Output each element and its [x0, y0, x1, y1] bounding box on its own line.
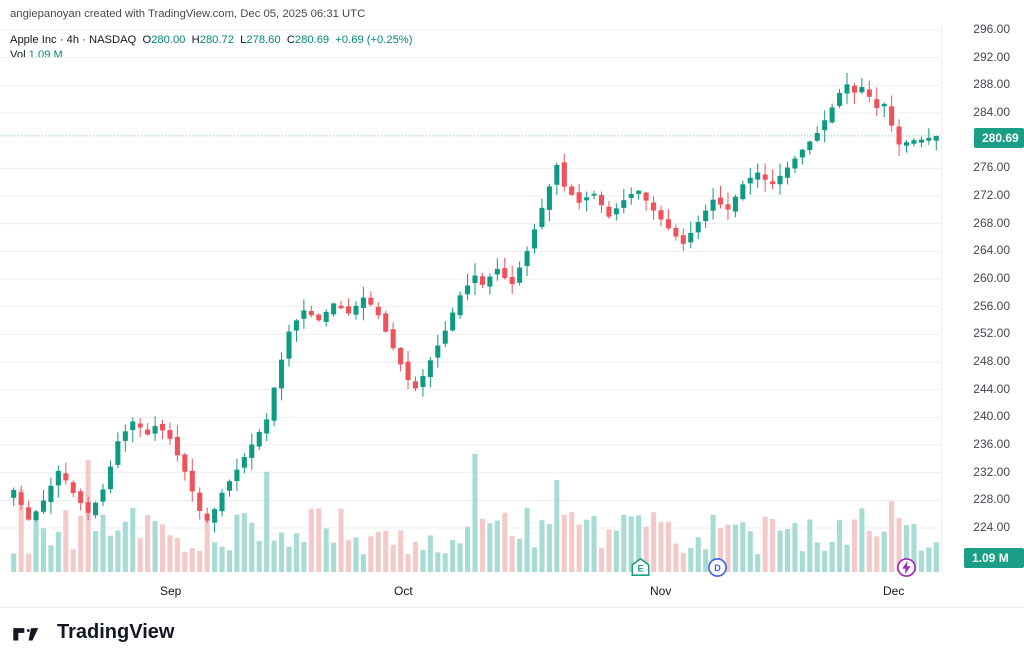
svg-text:E: E	[637, 563, 643, 573]
svg-text:D: D	[714, 563, 721, 573]
